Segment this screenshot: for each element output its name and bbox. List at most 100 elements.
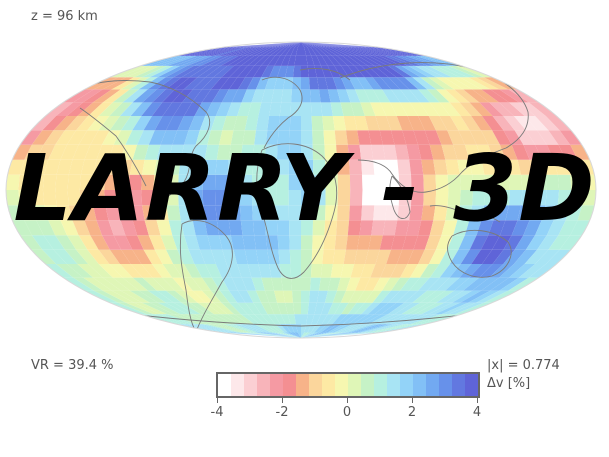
anomaly-cell [138, 290, 166, 303]
anomaly-cell [301, 42, 331, 48]
anomaly-cell [394, 314, 429, 325]
anomaly-cell [224, 42, 301, 48]
anomaly-cell [499, 264, 525, 278]
colorbar-tick [477, 398, 478, 403]
anomaly-cell [373, 55, 402, 66]
model-name-label: LARRY - 3D [13, 135, 596, 242]
anomaly-cell [464, 144, 482, 160]
anomaly-cell [227, 205, 241, 221]
anomaly-cell [211, 89, 229, 103]
anomaly-cell [398, 190, 412, 206]
anomaly-cell [373, 89, 391, 103]
anomaly-cell [203, 159, 217, 175]
anomaly-cell [285, 65, 295, 78]
anomaly-cell [458, 130, 477, 145]
anomaly-cell [479, 264, 504, 278]
anomaly-cell [289, 144, 301, 160]
anomaly-cell [420, 55, 462, 66]
anomaly-cell [93, 159, 109, 175]
colorbar-tick [412, 398, 413, 403]
anomaly-cell [200, 55, 229, 66]
anomaly-cell [480, 130, 500, 145]
anomaly-cell [237, 102, 252, 116]
anomaly-cell [83, 277, 112, 291]
anomaly-cell [354, 116, 369, 131]
anomaly-cell [409, 205, 424, 221]
anomaly-cell [168, 220, 184, 236]
anomaly-cell [102, 277, 130, 291]
anomaly-cell [184, 235, 200, 250]
colorbar-swatch [413, 374, 426, 396]
anomaly-cell [190, 174, 204, 190]
anomaly-cell [240, 314, 260, 325]
anomaly-cell [354, 65, 373, 78]
anomaly-cell [276, 190, 289, 206]
anomaly-cell [156, 290, 182, 303]
anomaly-cell [32, 159, 49, 175]
anomaly-cell [340, 324, 369, 333]
anomaly-cell [48, 220, 67, 236]
anomaly-cell [153, 55, 192, 66]
anomaly-cell [221, 332, 301, 338]
anomaly-cell [255, 77, 270, 90]
anomaly-cell [321, 302, 333, 315]
anomaly-cell [401, 65, 429, 78]
anomaly-cell [247, 264, 262, 278]
anomaly-cell [297, 42, 301, 48]
colorbar-swatch [218, 374, 231, 396]
anomaly-cell [472, 190, 486, 206]
anomaly-cell [316, 314, 328, 325]
anomaly-cell [178, 159, 193, 175]
anomaly-cell [221, 42, 301, 48]
anomaly-cell [450, 249, 470, 264]
anomaly-cell [435, 190, 449, 206]
anomaly-cell [238, 47, 265, 56]
anomaly-cell [346, 89, 361, 103]
anomaly-cell [274, 42, 301, 48]
anomaly-cell [189, 302, 214, 315]
anomaly-cell [253, 302, 268, 315]
anomaly-cell [80, 205, 97, 221]
anomaly-cell [281, 42, 301, 48]
anomaly-cell [309, 77, 319, 90]
anomaly-cell [452, 290, 482, 303]
anomaly-cell [424, 130, 442, 145]
anomaly-cell [199, 249, 216, 264]
anomaly-cell [459, 174, 474, 190]
anomaly-cell [367, 324, 411, 333]
anomaly-cell [219, 130, 234, 145]
anomaly-cell [463, 277, 490, 291]
anomaly-cell [503, 130, 524, 145]
anomaly-cell [311, 324, 322, 333]
anomaly-cell [143, 116, 163, 131]
anomaly-cell [92, 190, 106, 206]
anomaly-cell [327, 55, 342, 66]
anomaly-cell [492, 116, 515, 131]
anomaly-cell [205, 302, 228, 315]
anomaly-cell [294, 314, 301, 325]
colorbar-tick [282, 398, 283, 403]
anomaly-cell [88, 102, 113, 116]
anomaly-cell [310, 277, 321, 291]
anomaly-cell [370, 324, 416, 333]
anomaly-cell [104, 190, 118, 206]
anomaly-cell [469, 205, 485, 221]
anomaly-cell [341, 65, 357, 78]
colorbar-swatch [348, 374, 361, 396]
anomaly-cell [241, 42, 301, 48]
anomaly-cell [42, 190, 57, 206]
anomaly-cell [276, 144, 290, 160]
anomaly-cell [165, 290, 190, 303]
anomaly-cell [500, 220, 518, 236]
anomaly-cell [68, 159, 85, 175]
anomaly-cell [513, 249, 538, 264]
colorbar-tick-label: -4 [210, 405, 224, 420]
anomaly-cell [244, 332, 301, 338]
anomaly-cell [337, 89, 351, 103]
anomaly-cell [356, 290, 374, 303]
anomaly-cell [537, 235, 559, 250]
anomaly-cell [341, 302, 357, 315]
anomaly-cell [264, 290, 278, 303]
anomaly-cell [92, 174, 106, 190]
